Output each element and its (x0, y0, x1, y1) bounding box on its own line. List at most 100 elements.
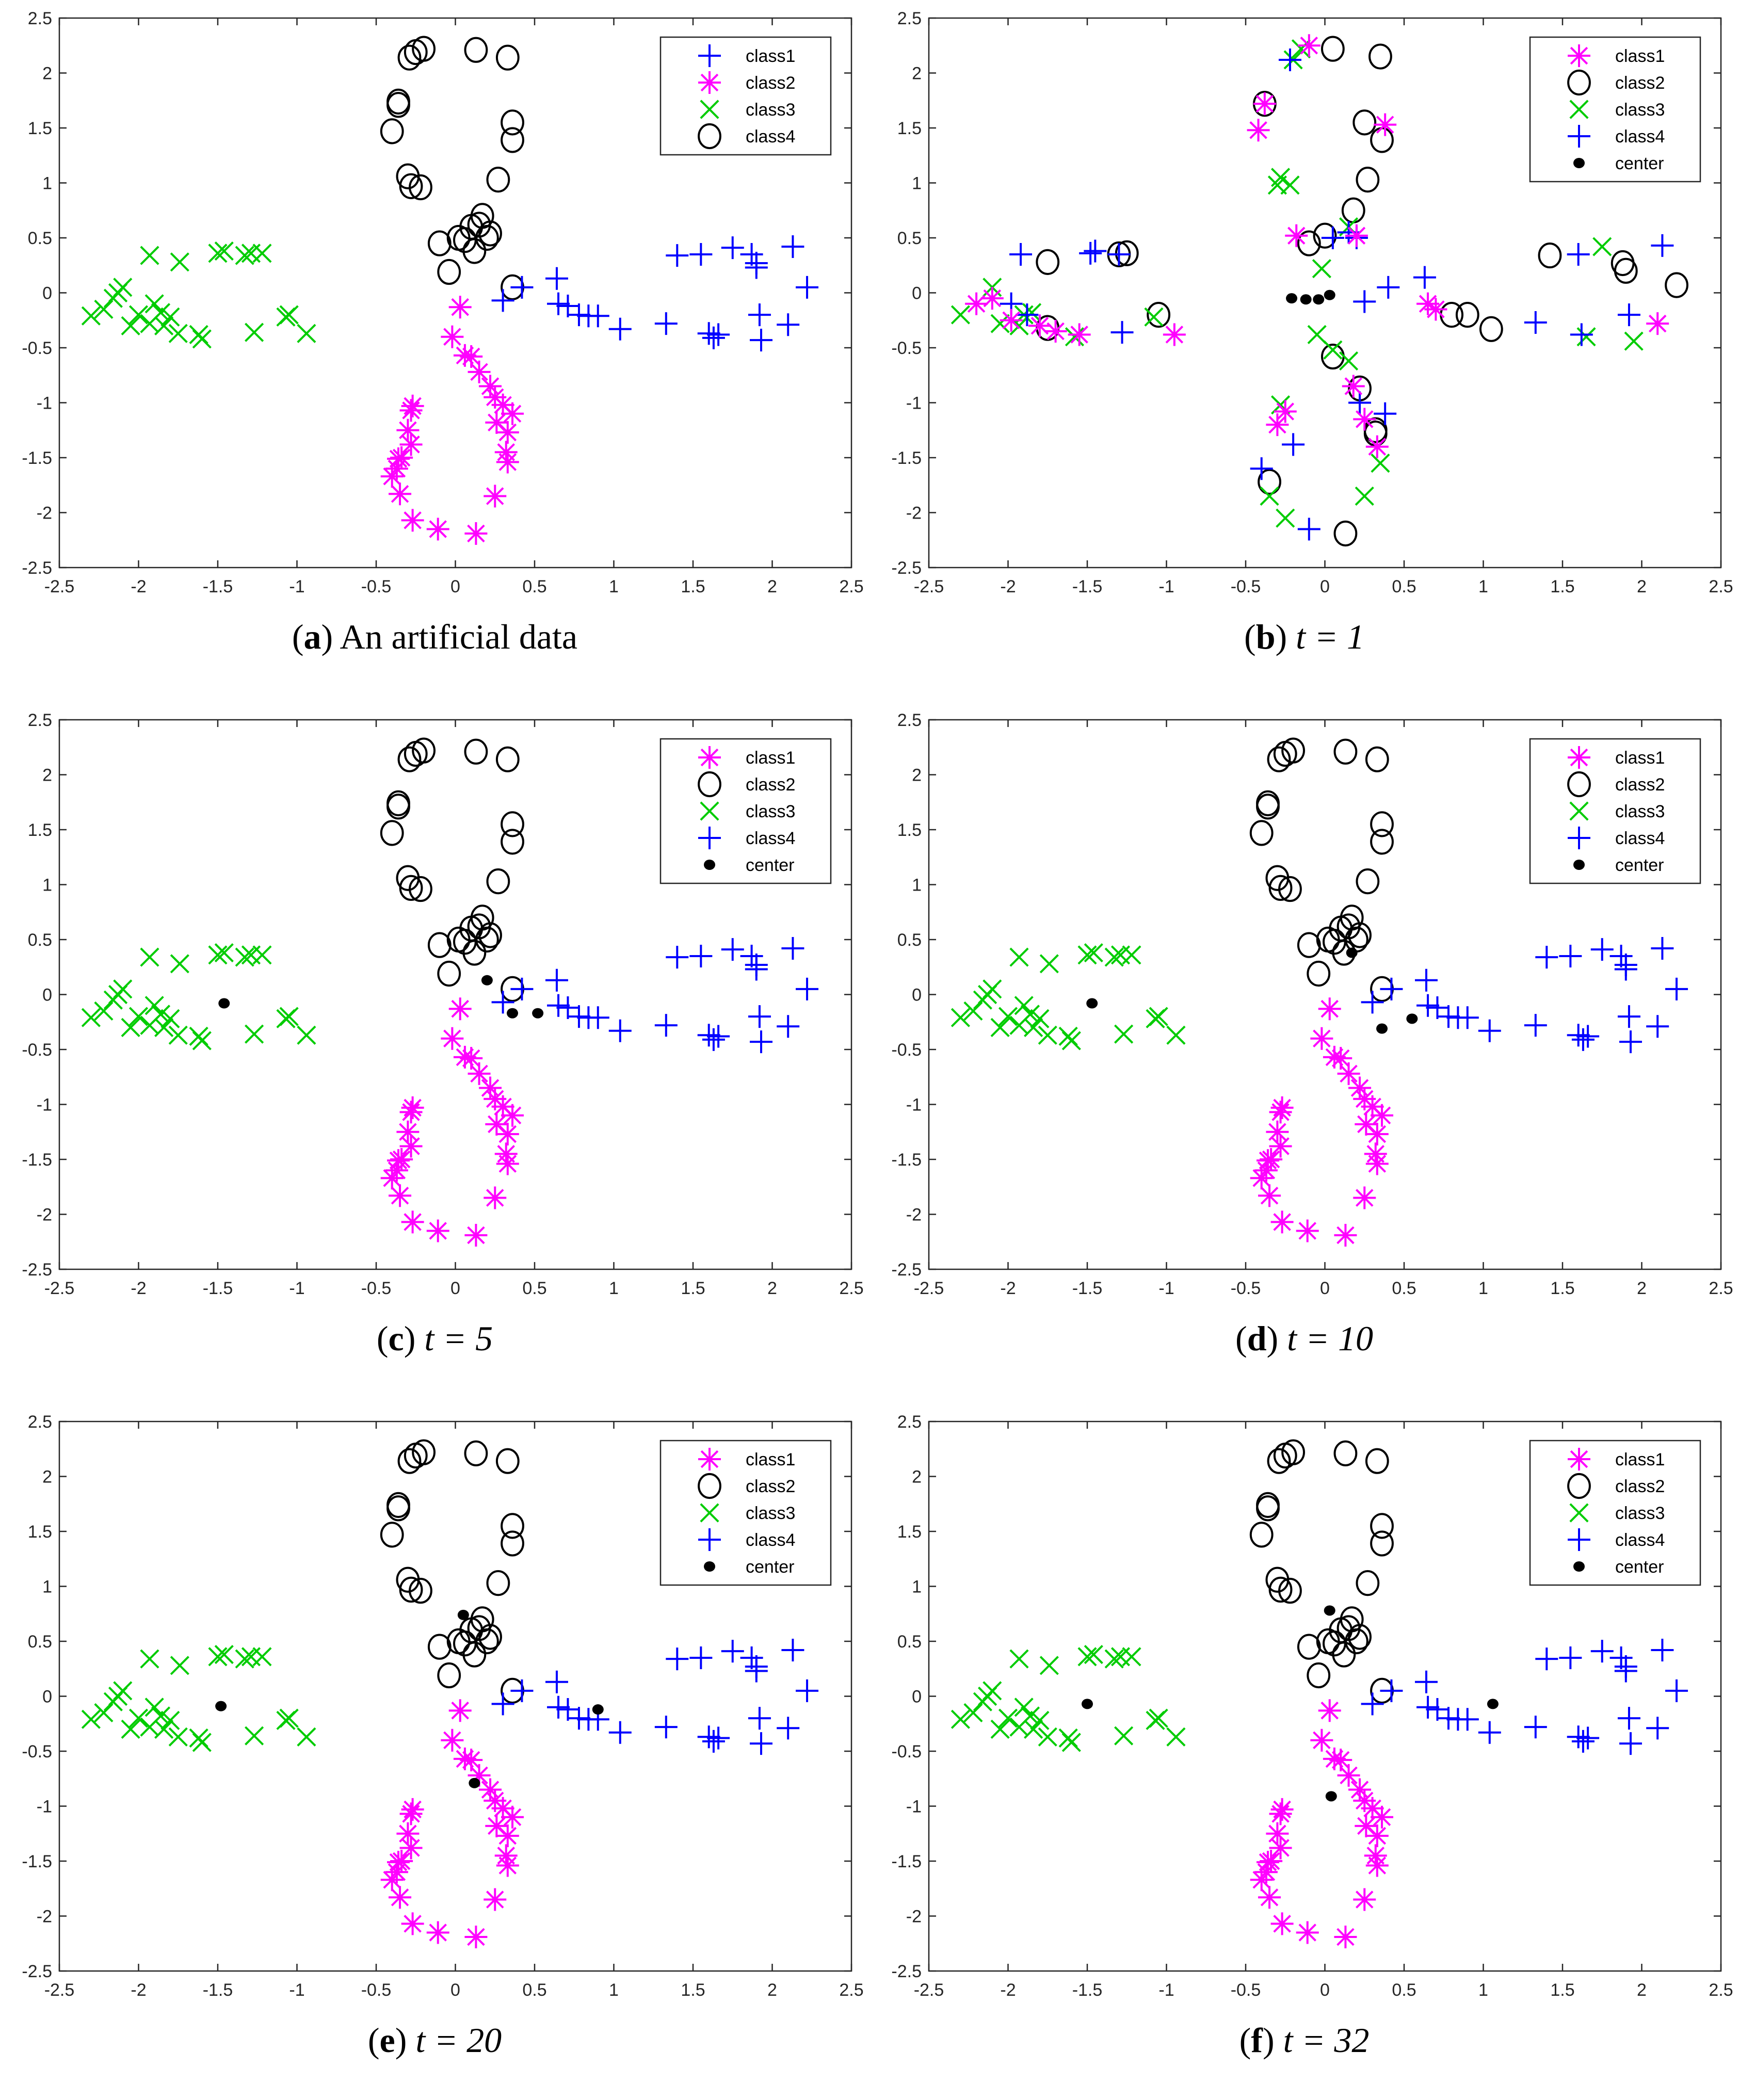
legend-marker-class1 (698, 746, 721, 769)
point-plus (1361, 1692, 1384, 1716)
panel-c: -2.5 -2 -1.5 -1 -0.5 0 0.5 1 1.5 2 2.5 2.5 2 1.5 1 0.5 0… (0, 702, 870, 1398)
point-star (389, 1886, 412, 1909)
point-star (1266, 413, 1289, 437)
point-x (1039, 954, 1059, 974)
point-plus (586, 1006, 609, 1029)
point-x (1024, 1017, 1043, 1037)
panel-caption: (a) An artificial data (292, 617, 578, 656)
point-plus (745, 958, 768, 981)
point-circle (1356, 1570, 1380, 1596)
legend-marker-class1 (1568, 1448, 1590, 1471)
point-x (170, 954, 189, 974)
center-point (532, 1008, 544, 1019)
point-star (401, 394, 424, 417)
point-circle (1370, 1513, 1394, 1539)
x-tick-label: -1 (1158, 1279, 1174, 1298)
y-tick-label: -1.5 (891, 448, 922, 468)
point-circle (462, 940, 487, 966)
x-tick-label: 1.5 (1550, 1980, 1574, 2000)
point-x (951, 305, 970, 325)
y-tick-label: -0.5 (22, 1040, 52, 1060)
point-plus (1437, 1707, 1460, 1730)
point-x (144, 1698, 164, 1717)
y-tick-label: 2.5 (28, 710, 52, 730)
point-plus (1524, 1014, 1547, 1037)
point-x (1104, 1649, 1124, 1669)
point-plus (1413, 266, 1436, 289)
legend-label-class3: class3 (1615, 802, 1665, 821)
point-circle (1278, 1577, 1302, 1604)
point-plus (1576, 1025, 1600, 1048)
point-star (1345, 224, 1368, 247)
y-tick-label: 2.5 (28, 9, 52, 28)
center-point (469, 1778, 480, 1788)
point-star (464, 1223, 488, 1247)
y-tick-label: 0.5 (28, 1632, 52, 1652)
point-x (168, 1025, 188, 1045)
point-plus (1646, 1717, 1669, 1740)
scatter-plot-f: -2.5 -2 -1.5 -1 -0.5 0 0.5 1 1.5 2 2.5 2.5 2 1.5 1 0.5 0… (891, 1412, 1733, 2000)
point-star (1329, 1047, 1352, 1070)
legend-marker-class1 (1568, 746, 1590, 769)
x-tick-label: -0.5 (361, 1279, 392, 1298)
point-x (1024, 1719, 1043, 1739)
x-tick-label: -2.5 (44, 1980, 75, 2000)
point-x (297, 324, 316, 343)
point-plus (1282, 433, 1305, 456)
point-star (401, 1912, 424, 1935)
x-tick-label: 2.5 (839, 577, 863, 596)
point-star (464, 1925, 488, 1948)
point-x (1084, 943, 1103, 963)
panel-caption: (e) t = 20 (367, 2021, 502, 2060)
y-tick-label: -0.5 (22, 338, 52, 358)
legend-marker-center (1573, 860, 1585, 870)
point-plus (781, 937, 804, 960)
point-plus (666, 946, 689, 969)
y-tick-label: 0 (912, 284, 922, 303)
point-star (396, 1120, 420, 1143)
point-plus (556, 295, 579, 318)
x-tick-label: -0.5 (1231, 1980, 1261, 2000)
point-circle (1278, 876, 1302, 902)
point-circle (1365, 1448, 1389, 1474)
point-plus (740, 243, 763, 266)
panel-e: -2.5 -2 -1.5 -1 -0.5 0 0.5 1 1.5 2 2.5 2.5 2 1.5 1 0.5 0… (0, 1403, 870, 2100)
point-circle (495, 746, 520, 772)
center-point (481, 975, 493, 986)
point-plus (491, 991, 514, 1014)
point-circle (409, 1577, 432, 1604)
x-tick-label: 1 (609, 1980, 619, 2000)
x-tick-label: 0.5 (1392, 577, 1416, 596)
point-star (1000, 309, 1023, 332)
point-circle (1321, 36, 1345, 62)
point-x (235, 947, 254, 967)
legend-marker-class3 (700, 1503, 719, 1523)
point-x (1267, 175, 1287, 195)
point-x (998, 1007, 1018, 1026)
legend-marker-class2 (1567, 771, 1591, 798)
point-x (978, 1686, 997, 1706)
y-tick-label: -2.5 (22, 1962, 52, 1981)
legend-label-class4: class4 (746, 1530, 795, 1550)
point-circle (1267, 746, 1291, 772)
legend-label-class4: class4 (1615, 829, 1665, 848)
point-star (1163, 323, 1186, 346)
point-x (189, 1728, 208, 1748)
legend-label-class3: class3 (1615, 100, 1665, 120)
point-circle (464, 37, 488, 63)
point-star (399, 1802, 423, 1826)
point-plus (1426, 996, 1449, 1020)
legend-marker-class4 (1568, 1528, 1590, 1551)
point-plus (697, 1024, 720, 1047)
point-x (279, 1708, 299, 1728)
point-plus (702, 1028, 725, 1051)
point-plus (545, 1670, 568, 1693)
point-star (1269, 1802, 1292, 1826)
point-star (484, 484, 507, 508)
y-tick-label: 2 (42, 766, 52, 785)
point-circle (427, 230, 452, 256)
point-plus (1614, 1659, 1637, 1683)
point-star (448, 296, 472, 319)
point-star (1310, 1027, 1333, 1050)
point-x (963, 1703, 983, 1723)
